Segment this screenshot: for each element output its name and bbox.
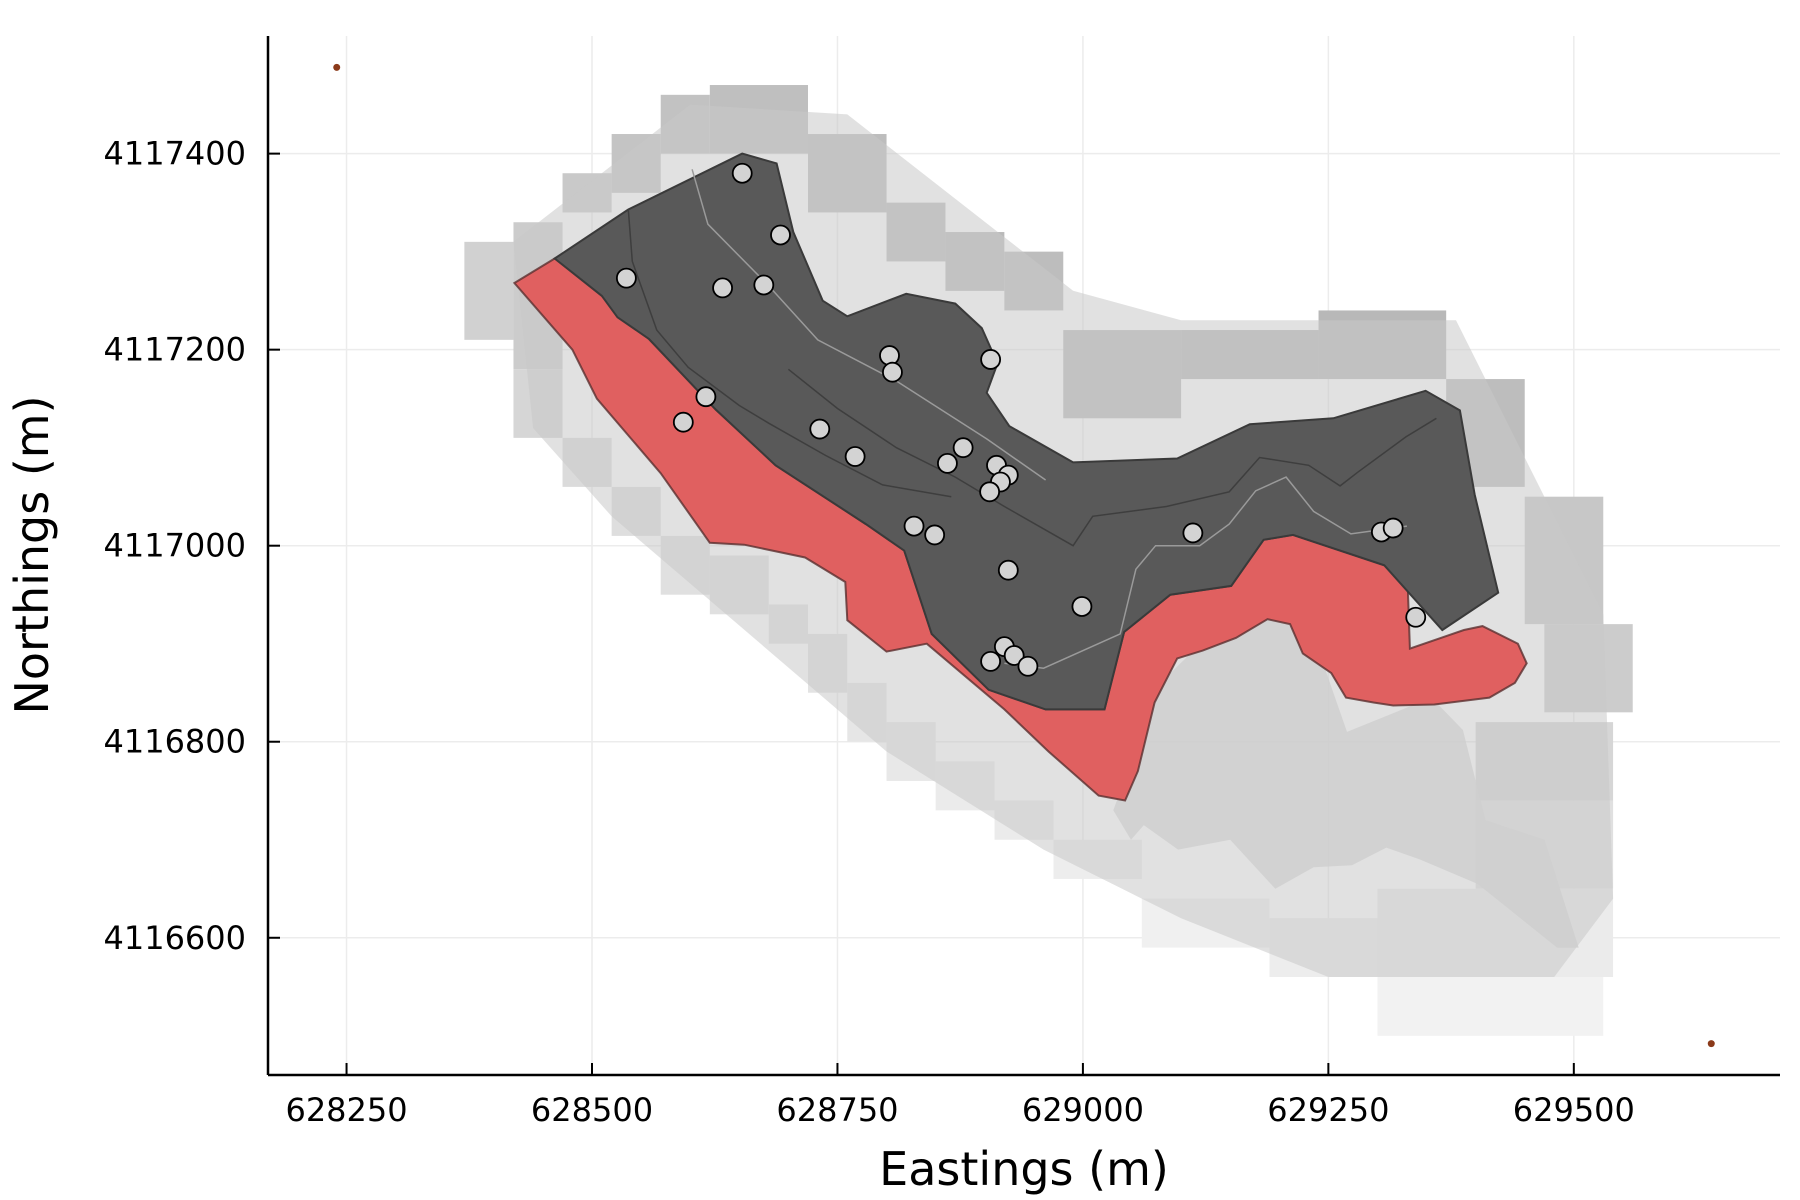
raster-cell	[1377, 976, 1604, 1036]
data-point	[695, 386, 717, 408]
corner-markers	[333, 63, 1715, 1048]
contour-lines	[627, 169, 1437, 669]
x-tick-label: 629500	[1513, 1091, 1635, 1129]
y-tick-label: 4116800	[103, 723, 246, 761]
data-point	[997, 559, 1019, 581]
data-point	[952, 437, 974, 459]
x-tick-label: 628750	[776, 1091, 898, 1129]
data-point	[844, 446, 866, 467]
data-point	[672, 411, 694, 433]
data-point	[770, 224, 791, 246]
data-point	[980, 650, 1002, 672]
shadow-region	[1113, 594, 1579, 948]
corner-marker	[1707, 1040, 1715, 1048]
axes	[266, 36, 1780, 1077]
data-point	[937, 452, 958, 474]
dark-region	[553, 152, 1500, 711]
contour-line	[1004, 476, 1408, 669]
y-tick-label: 4117200	[103, 331, 246, 369]
ticks: 628250 628500 628750 629000 629250 629500 4116…	[103, 135, 1634, 1129]
data-point	[882, 361, 903, 383]
data-point	[1382, 517, 1404, 539]
x-axis-title: Eastings (m)	[879, 1142, 1169, 1196]
data-point	[731, 162, 753, 184]
y-tick-label: 4117000	[103, 527, 246, 565]
data-point	[903, 515, 925, 537]
x-tick-label: 629250	[1267, 1091, 1389, 1129]
dark-polygon	[553, 152, 1500, 711]
data-point	[1182, 522, 1204, 544]
data-point	[1003, 645, 1025, 666]
x-tick-label: 628500	[531, 1091, 653, 1129]
data-point	[879, 345, 900, 366]
data-point	[1405, 606, 1427, 628]
corner-marker	[333, 63, 341, 71]
data-point	[1017, 655, 1039, 677]
contour-line	[787, 368, 1437, 547]
contour-line	[691, 169, 1047, 481]
data-point	[615, 267, 637, 289]
y-tick-label: 4117400	[103, 135, 246, 173]
data-point	[924, 524, 946, 546]
sample-points	[615, 162, 1427, 677]
raster-cell	[464, 241, 514, 340]
data-point	[753, 274, 775, 296]
data-point	[979, 481, 1001, 503]
x-tick-label: 629000	[1022, 1091, 1144, 1129]
y-tick-label: 4116600	[103, 919, 246, 957]
contour-line	[627, 209, 952, 498]
y-axis-title: Northings (m)	[5, 395, 59, 714]
data-point	[980, 349, 1002, 370]
shadow-polygon	[1113, 594, 1579, 948]
data-point	[809, 418, 831, 440]
x-tick-label: 628250	[285, 1091, 407, 1129]
data-point	[1071, 596, 1093, 617]
data-point	[712, 277, 733, 299]
